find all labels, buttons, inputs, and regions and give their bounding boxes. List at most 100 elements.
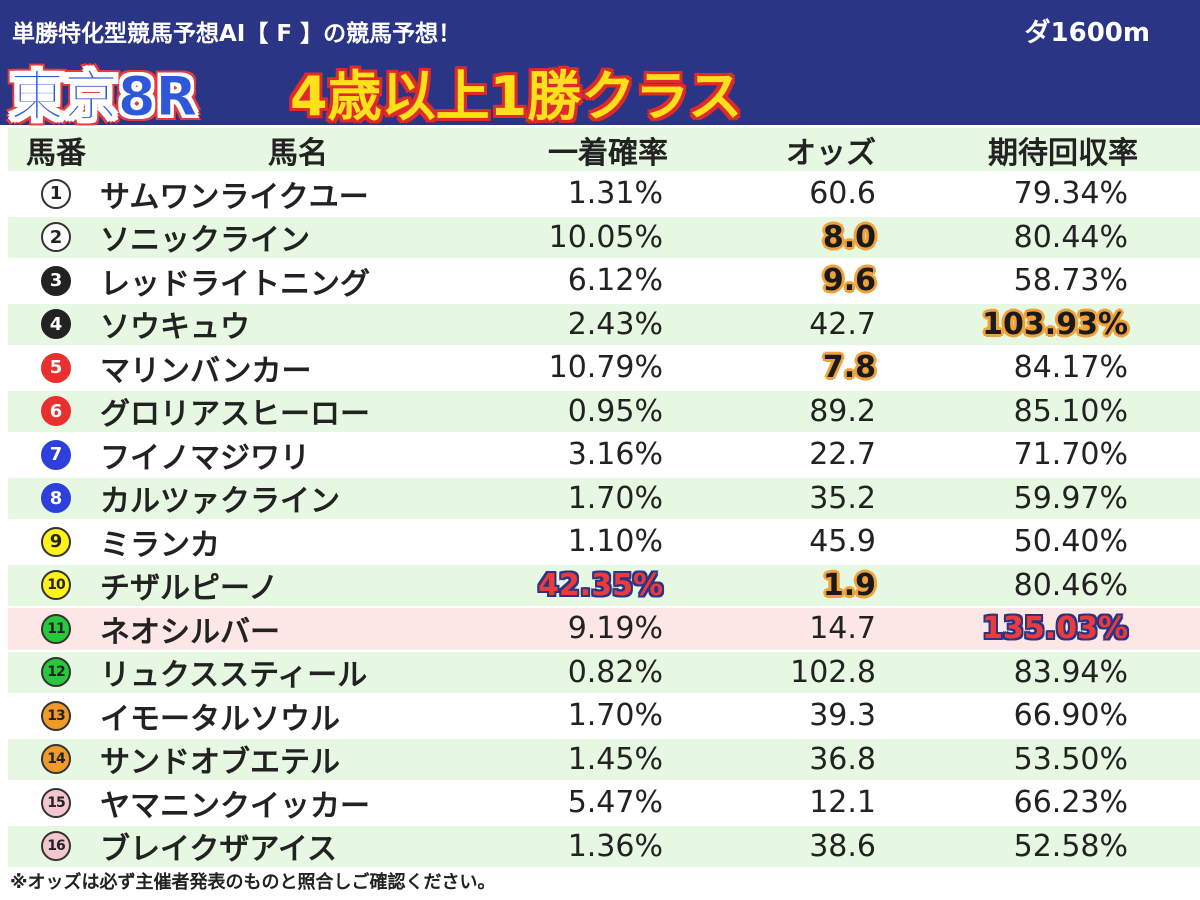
odds-value: 45.9 [708,521,876,563]
expected-return-text: 59.97% [1013,480,1128,516]
odds-value-text: 8.0 [822,219,876,255]
horse-number-badge: 1 [41,178,71,209]
expected-return-text: 103.93% [982,306,1128,342]
expected-return: 85.10% [948,391,1128,433]
odds-value-text: 12.1 [809,785,876,821]
horse-number-badge: 15 [41,787,71,818]
table-row: 3 レッドライトニング 6.12% 9.6 58.73% [8,260,1200,304]
odds-value: 35.2 [708,478,876,520]
expected-return-text: 84.17% [1013,350,1128,386]
expected-return: 59.97% [948,478,1128,520]
course-distance: ダ1600m [1024,18,1150,48]
horse-name: フイノマジワリ [100,434,520,476]
horse-name-text: ヤマニンクイッカー [100,788,370,824]
horse-number-cell: 10 [16,565,96,607]
odds-value: 22.7 [708,434,876,476]
odds-value: 12.1 [708,782,876,824]
odds-value: 60.6 [708,173,876,215]
horse-name: ミランカ [100,521,520,563]
horse-name-text: チザルピーノ [100,571,279,607]
odds-value: 36.8 [708,739,876,781]
horse-number-cell: 12 [16,652,96,694]
win-probability-text: 1.36% [567,828,663,864]
horse-number-cell: 5 [16,347,96,389]
horse-name: マリンバンカー [100,347,520,389]
win-probability-text: 10.05% [548,219,663,255]
horse-name-text: ブレイクザアイス [100,832,337,868]
win-probability-text: 42.35% [538,567,663,603]
horse-name-text: フイノマジワリ [100,440,310,476]
expected-return-text: 83.94% [1013,654,1128,690]
horse-name-text: カルツァクライン [100,484,340,520]
odds-value-text: 89.2 [809,393,876,429]
expected-return-text: 58.73% [1013,263,1128,299]
horse-number-badge: 13 [41,700,71,731]
expected-return: 71.70% [948,434,1128,476]
column-header-prob: 一着確率 [548,135,668,171]
horse-number-cell: 1 [16,173,96,215]
win-probability: 3.16% [488,434,663,476]
horse-number-badge: 2 [41,222,71,253]
win-probability-text: 3.16% [567,437,663,473]
expected-return-text: 66.90% [1013,698,1128,734]
horse-name-text: ミランカ [100,527,220,563]
horse-name: グロリアスヒーロー [100,391,520,432]
table-row: 8 カルツァクライン 1.70% 35.2 59.97% [8,477,1200,521]
table-row: 10 チザルピーノ 42.35% 1.9 80.46% [8,564,1200,608]
odds-value: 1.9 [708,565,876,607]
win-probability-text: 0.95% [567,393,663,429]
table-row: 1 サムワンライクユー 1.31% 60.6 79.34% [8,173,1200,217]
win-probability: 10.79% [488,347,663,389]
footnote: ※オッズは必ず主催者発表のものと照合しご確認ください。 [10,872,496,893]
win-probability: 9.19% [488,608,663,650]
expected-return: 103.93% [948,304,1128,346]
win-probability: 5.47% [488,782,663,824]
win-probability: 10.05% [488,217,663,259]
win-probability-text: 10.79% [548,350,663,386]
horse-number-cell: 15 [16,782,96,824]
win-probability: 2.43% [488,304,663,346]
horse-number-cell: 13 [16,695,96,737]
odds-value: 8.0 [708,217,876,259]
horse-name-text: サムワンライクユー [100,179,369,215]
table-row: 7 フイノマジワリ 3.16% 22.7 71.70% [8,434,1200,478]
odds-value: 7.8 [708,347,876,389]
win-probability-text: 9.19% [567,611,663,647]
horse-number-cell: 16 [16,826,96,868]
odds-value: 14.7 [708,608,876,650]
horse-name: ソニックライン [100,217,520,258]
expected-return-text: 50.40% [1013,524,1128,560]
horse-name-text: サンドオブエテル [100,745,340,781]
win-probability: 0.82% [488,652,663,694]
expected-return: 84.17% [948,347,1128,389]
win-probability-text: 1.70% [567,698,663,734]
prediction-table: 馬番 馬名 一着確率 オッズ 期待回収率 1 サムワンライクユー 1.31% 60.6… [8,128,1200,869]
odds-value-text: 36.8 [809,741,876,777]
win-probability: 1.45% [488,739,663,781]
odds-value-text: 9.6 [822,263,876,299]
header-banner: 単勝特化型競馬予想AI【 F 】の競馬予想！ ダ1600m 東京8R 4歳以上1… [0,0,1200,129]
horse-number-badge: 6 [41,396,71,427]
horse-number-badge: 7 [41,439,71,470]
horse-number-badge: 8 [41,483,71,514]
horse-number-badge: 14 [41,744,71,775]
horse-number-badge: 3 [41,265,71,296]
horse-name: ブレイクザアイス [100,826,520,868]
table-row: 6 グロリアスヒーロー 0.95% 89.2 85.10% [8,390,1200,434]
expected-return-text: 85.10% [1013,393,1128,429]
expected-return-text: 79.34% [1013,176,1128,212]
expected-return-text: 135.03% [982,611,1128,647]
win-probability: 6.12% [488,260,663,302]
horse-number-cell: 8 [16,478,96,520]
table-row: 4 ソウキュウ 2.43% 42.7 103.93% [8,303,1200,347]
win-probability: 1.10% [488,521,663,563]
expected-return-text: 80.46% [1013,567,1128,603]
horse-name-text: ソウキュウ [100,310,250,346]
win-probability: 1.70% [488,695,663,737]
win-probability-text: 6.12% [567,263,663,299]
column-header-roi: 期待回収率 [988,135,1138,171]
odds-value: 9.6 [708,260,876,302]
horse-number-cell: 3 [16,260,96,302]
win-probability: 0.95% [488,391,663,433]
horse-number-cell: 11 [16,608,96,650]
